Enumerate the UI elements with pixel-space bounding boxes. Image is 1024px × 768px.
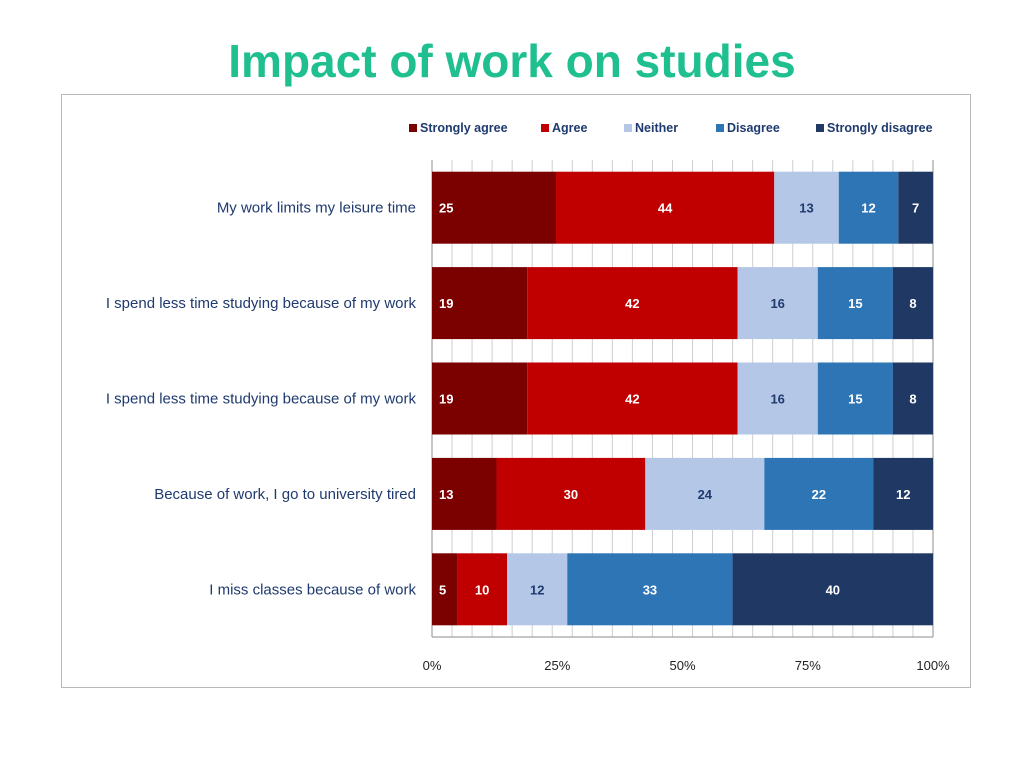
data-label: 40 [826, 582, 840, 597]
bar-segment [645, 457, 765, 530]
data-label: 15 [848, 392, 862, 407]
legend-swatch [624, 124, 632, 132]
legend-entry: Strongly agree [420, 121, 508, 135]
legend-swatch [716, 124, 724, 132]
bar-segment [567, 553, 733, 626]
category-label: I spend less time studying because of my… [106, 295, 417, 312]
x-tick-label: 25% [544, 658, 570, 673]
bar-segment [432, 171, 557, 244]
bar-segment [507, 553, 568, 626]
bar-segment [737, 362, 818, 435]
data-label: 13 [439, 487, 453, 502]
category-label: I spend less time studying because of my… [106, 391, 417, 408]
bar-segment [432, 457, 497, 530]
legend: Strongly agree Agree Neither Disagree Strong… [409, 121, 933, 135]
data-label: 12 [861, 201, 875, 216]
x-tick-label: 50% [669, 658, 695, 673]
data-label: 33 [643, 582, 657, 597]
legend-swatch [541, 124, 549, 132]
data-label: 15 [848, 296, 862, 311]
legend-swatch [409, 124, 417, 132]
legend-entry: Neither [635, 121, 678, 135]
bar-segment [898, 171, 933, 244]
data-label: 42 [625, 296, 639, 311]
data-label: 7 [912, 201, 919, 216]
data-label: 22 [812, 487, 826, 502]
data-label: 8 [909, 392, 916, 407]
chart-frame: 25 44 13 12 7 19 42 16 15 8 19 42 16 15 8 13 30 24 22 12 5 10… [61, 94, 971, 688]
data-label: 25 [439, 201, 453, 216]
data-label: 8 [909, 296, 916, 311]
data-label: 19 [439, 392, 453, 407]
data-label: 16 [770, 296, 784, 311]
bar-segment [774, 171, 839, 244]
data-label: 12 [530, 582, 544, 597]
bar-segment [732, 553, 933, 626]
data-label: 24 [698, 487, 713, 502]
data-label: 10 [475, 582, 489, 597]
bar-segment [817, 362, 893, 435]
x-tick-label: 75% [795, 658, 821, 673]
legend-entry: Strongly disagree [827, 121, 933, 135]
data-label: 42 [625, 392, 639, 407]
legend-entry: Disagree [727, 121, 780, 135]
x-tick-label: 0% [423, 658, 442, 673]
bar-segment [737, 267, 818, 340]
bar-segment [892, 362, 933, 435]
bar-segment [527, 267, 738, 340]
bar-segment [432, 362, 528, 435]
data-label: 44 [658, 201, 673, 216]
bar-segment [432, 553, 458, 626]
bar-segment [838, 171, 899, 244]
category-label: My work limits my leisure time [217, 200, 416, 217]
bar-segment [457, 553, 508, 626]
data-label: 12 [896, 487, 910, 502]
category-label: Because of work, I go to university tire… [154, 486, 416, 503]
bars: 25 44 13 12 7 19 42 16 15 8 19 42 16 15 8 13 30 24 22 12 5 10… [432, 171, 933, 626]
stacked-bar-chart: 25 44 13 12 7 19 42 16 15 8 19 42 16 15 8 13 30 24 22 12 5 10… [106, 121, 950, 673]
slide-title: Impact of work on studies [228, 35, 796, 87]
category-labels: My work limits my leisure time I spend le… [106, 200, 417, 599]
data-label: 30 [564, 487, 578, 502]
bar-segment [432, 267, 528, 340]
category-label: I miss classes because of work [209, 581, 416, 598]
bar-segment [817, 267, 893, 340]
data-label: 16 [770, 392, 784, 407]
bar-segment [892, 267, 933, 340]
bar-segment [873, 457, 933, 530]
data-label: 5 [439, 582, 446, 597]
x-tick-labels: 0% 25% 50% 75% 100% [423, 658, 950, 673]
data-label: 13 [799, 201, 813, 216]
legend-swatch [816, 124, 824, 132]
bar-segment [556, 171, 775, 244]
x-tick-label: 100% [916, 658, 950, 673]
data-label: 19 [439, 296, 453, 311]
bar-segment [496, 457, 646, 530]
bar-segment [527, 362, 738, 435]
bar-segment [764, 457, 874, 530]
legend-entry: Agree [552, 121, 587, 135]
